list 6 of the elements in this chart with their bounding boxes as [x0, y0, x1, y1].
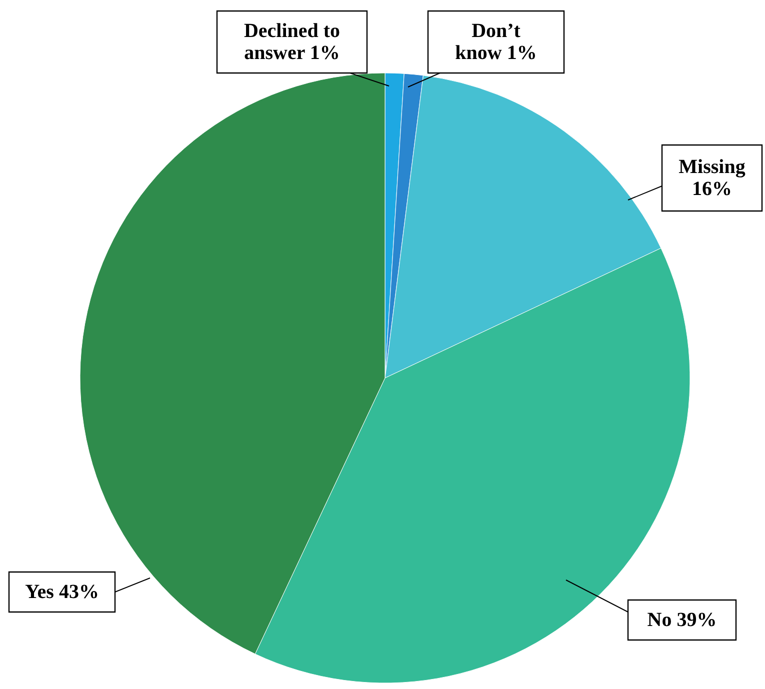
slice-label: No 39% — [647, 609, 717, 631]
slice-label: Missing — [678, 156, 746, 178]
data-label: 16% — [692, 178, 732, 200]
slice-label: Yes 43% — [25, 581, 99, 603]
slice-label: Declined to answer 1% — [244, 20, 340, 64]
slice-label: Don’t know 1% — [455, 20, 537, 64]
